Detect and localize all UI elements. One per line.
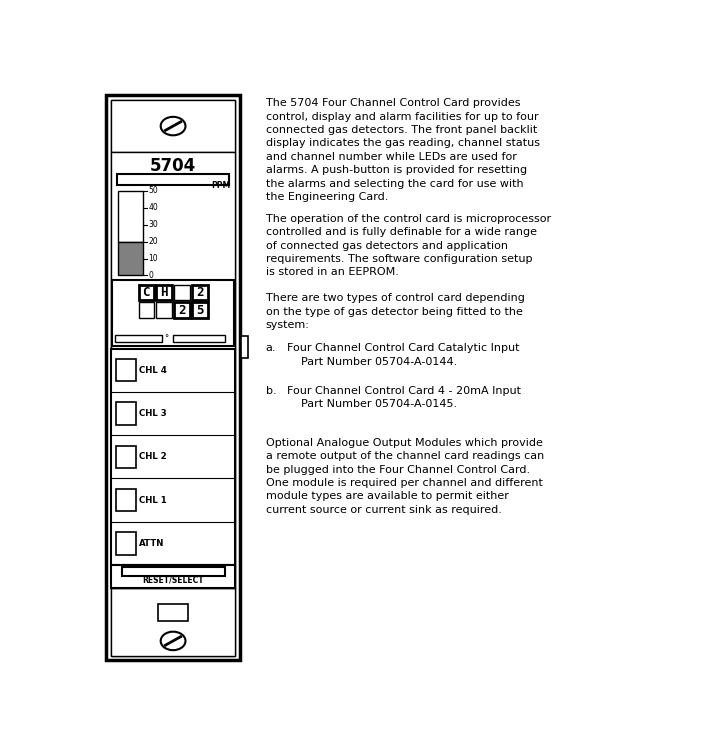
Text: RESET/SELECT: RESET/SELECT (142, 575, 204, 584)
Bar (116, 359, 135, 381)
Bar (106, 95, 240, 661)
Bar (110, 100, 236, 656)
Ellipse shape (161, 117, 186, 136)
Text: There are two types of control card depending
on the type of gas detector being : There are two types of control card depe… (266, 293, 525, 330)
Bar (174, 303, 190, 318)
Text: The operation of the control card is microprocessor
controlled and is fully defi: The operation of the control card is mic… (266, 214, 551, 277)
Text: 40: 40 (149, 203, 159, 212)
Ellipse shape (161, 631, 186, 650)
Bar (115, 335, 162, 342)
Bar (110, 348, 236, 565)
Bar (173, 335, 225, 342)
Text: 20: 20 (149, 237, 158, 246)
Text: 0: 0 (149, 271, 154, 280)
Bar (139, 285, 154, 300)
Text: a.: a. (266, 343, 276, 354)
Text: 50: 50 (149, 187, 159, 195)
Text: 2: 2 (178, 303, 186, 317)
Text: CHL 1: CHL 1 (140, 496, 167, 505)
Bar (192, 285, 208, 300)
Bar (118, 242, 143, 276)
Bar (117, 174, 229, 184)
Bar (192, 303, 208, 318)
Bar (241, 336, 248, 358)
Bar (118, 191, 143, 242)
Text: Four Channel Control Card 4 - 20mA Input
    Part Number 05704-A-0145.: Four Channel Control Card 4 - 20mA Input… (288, 386, 521, 409)
Text: PPM: PPM (211, 181, 231, 190)
Bar (116, 446, 135, 468)
Text: CHL 4: CHL 4 (140, 366, 167, 374)
Text: 10: 10 (149, 254, 158, 263)
Bar (110, 588, 236, 656)
Text: C: C (142, 286, 150, 299)
Text: 5704: 5704 (150, 157, 197, 175)
Bar (116, 532, 135, 554)
Bar (157, 303, 172, 318)
Text: ATTN: ATTN (140, 539, 164, 548)
Text: 30: 30 (149, 220, 159, 229)
Bar (116, 489, 135, 512)
Bar (158, 604, 188, 621)
Bar (139, 303, 154, 318)
Text: CHL 3: CHL 3 (140, 409, 167, 418)
Bar (112, 280, 234, 345)
Text: H: H (160, 286, 168, 299)
Text: °: ° (164, 334, 168, 343)
Text: b.: b. (266, 386, 276, 395)
Bar (110, 152, 236, 588)
Text: 2: 2 (196, 286, 204, 299)
Bar (122, 567, 224, 576)
Bar (174, 285, 190, 300)
Bar (116, 402, 135, 425)
Text: The 5704 Four Channel Control Card provides
control, display and alarm facilitie: The 5704 Four Channel Control Card provi… (266, 98, 540, 202)
Bar (157, 285, 172, 300)
Bar (110, 100, 236, 152)
Bar (110, 565, 236, 588)
Text: CHL 2: CHL 2 (140, 452, 167, 461)
Text: Optional Analogue Output Modules which provide
a remote output of the channel ca: Optional Analogue Output Modules which p… (266, 438, 544, 515)
Text: Four Channel Control Card Catalytic Input
    Part Number 05704-A-0144.: Four Channel Control Card Catalytic Inpu… (288, 343, 520, 366)
Text: 5: 5 (196, 303, 204, 317)
